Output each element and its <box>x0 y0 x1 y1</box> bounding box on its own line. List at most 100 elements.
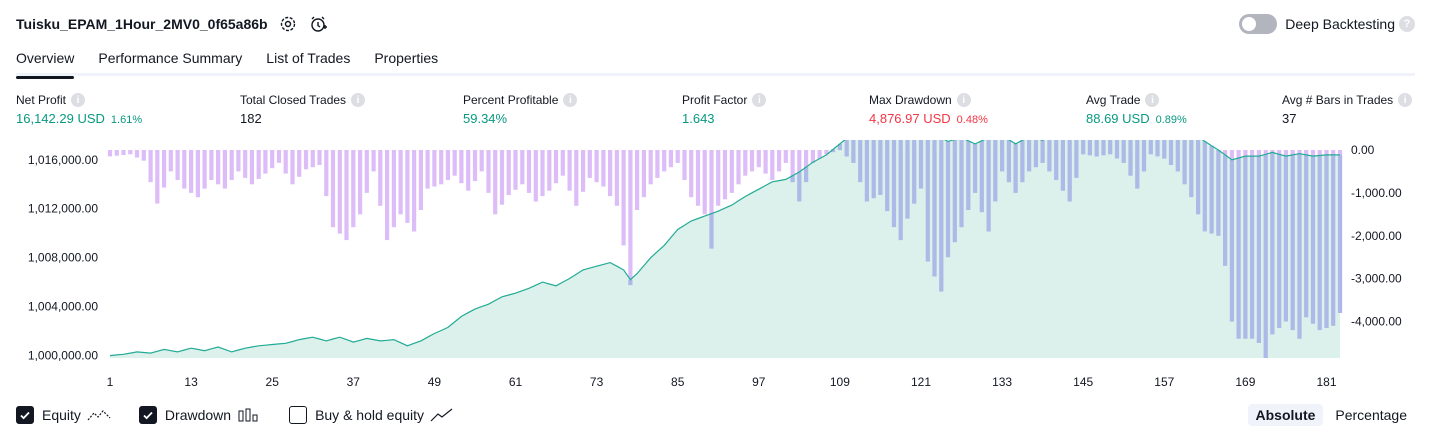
drawdown-bar <box>249 150 254 185</box>
drawdown-bar <box>560 150 565 176</box>
drawdown-bar <box>662 150 667 172</box>
drawdown-bar-overlap <box>1175 140 1180 172</box>
info-icon[interactable]: i <box>71 93 86 107</box>
settings-gear-icon[interactable] <box>278 14 298 34</box>
drawdown-bar <box>777 150 782 172</box>
drawdown-bar-overlap <box>1270 152 1275 335</box>
value-mode-toggle: Absolute Percentage <box>1244 404 1416 426</box>
drawdown-bar-overlap <box>844 140 849 157</box>
drawdown-bar <box>567 150 572 191</box>
tab-properties[interactable]: Properties <box>374 50 439 66</box>
drawdown-bar <box>364 150 369 193</box>
drawdown-bar <box>202 150 207 189</box>
tab-list-of-trades[interactable]: List of Trades <box>266 50 351 66</box>
info-icon[interactable]: i <box>351 93 366 107</box>
drawdown-bar <box>391 150 396 228</box>
equity-line-icon <box>87 410 111 421</box>
drawdown-bar-overlap <box>1243 156 1248 339</box>
drawdown-bar-overlap <box>932 140 937 277</box>
metric-label: Profit Factor <box>682 93 748 107</box>
drawdown-bar-overlap <box>1256 156 1261 343</box>
info-icon[interactable]: i <box>956 93 971 107</box>
buy-hold-checkbox[interactable]: Buy & hold equity <box>289 406 454 424</box>
drawdown-bar <box>243 150 248 178</box>
help-icon[interactable]: ? <box>1399 16 1415 32</box>
drawdown-bar <box>614 150 619 206</box>
info-icon[interactable]: i <box>563 93 578 107</box>
drawdown-bar <box>682 150 687 180</box>
drawdown-bar <box>182 150 187 189</box>
deep-backtesting-toggle[interactable] <box>1239 14 1278 34</box>
checkbox-checked[interactable] <box>16 406 34 424</box>
equity-tick-label: 1,000,000.00 <box>28 349 98 363</box>
drawdown-bar <box>635 150 640 210</box>
x-tick-label: 121 <box>911 375 931 389</box>
drawdown-bar-overlap <box>864 140 869 202</box>
drawdown-bar <box>709 150 714 249</box>
metric-avg-trade: Avg Trade i 88.69 USD 0.89% <box>1086 93 1187 126</box>
metric-value: 37 <box>1282 111 1297 126</box>
drawdown-bar <box>405 150 410 223</box>
drawdown-bar-overlap <box>952 140 957 243</box>
metric-value: 16,142.29 USD <box>16 111 105 126</box>
drawdown-tick-label: -2,000.00 <box>1351 229 1402 243</box>
equity-checkbox[interactable]: Equity <box>16 406 111 424</box>
drawdown-bar-overlap <box>1196 140 1201 215</box>
drawdown-bar <box>155 150 160 204</box>
drawdown-bar <box>486 150 491 193</box>
drawdown-bar-overlap <box>1060 140 1065 191</box>
drawdown-bar-overlap <box>1128 140 1133 176</box>
metric-value: 4,876.97 USD <box>869 111 951 126</box>
drawdown-bar <box>621 150 626 246</box>
tab-overview[interactable]: Overview <box>16 44 75 79</box>
percentage-button[interactable]: Percentage <box>1335 407 1407 423</box>
metrics-row: Net Profit i 16,142.29 USD 1.61% Total Clo… <box>16 93 1417 129</box>
drawdown-bar <box>189 150 194 193</box>
checkbox-unchecked[interactable] <box>289 406 308 424</box>
drawdown-bar <box>736 150 741 185</box>
drawdown-bar <box>729 150 734 193</box>
header: Tuisku_EPAM_1Hour_2MV0_0f65a86b Deep Bac… <box>16 12 1415 36</box>
equity-tick-label: 1,016,000.00 <box>28 153 98 167</box>
drawdown-bar-overlap <box>1135 140 1140 189</box>
x-tick-label: 169 <box>1235 375 1255 389</box>
metric-profit-factor: Profit Factor i 1.643 <box>682 93 767 126</box>
drawdown-bar <box>459 150 464 184</box>
absolute-button[interactable]: Absolute <box>1247 404 1324 426</box>
drawdown-tick-label: -3,000.00 <box>1351 272 1402 286</box>
drawdown-bar <box>256 150 261 179</box>
drawdown-checkbox[interactable]: Drawdown <box>138 406 261 424</box>
equity-area <box>110 140 1340 358</box>
drawdown-bar-overlap <box>1277 154 1282 328</box>
drawdown-bar-overlap <box>1081 140 1086 155</box>
x-tick-label: 133 <box>992 375 1012 389</box>
metric-max-drawdown: Max Drawdown i 4,876.97 USD 0.48% <box>869 93 988 126</box>
drawdown-tick-label: -1,000.00 <box>1351 186 1402 200</box>
drawdown-bar <box>581 150 586 192</box>
drawdown-bar <box>412 150 417 232</box>
drawdown-bar-overlap <box>912 140 917 204</box>
add-alert-clock-icon[interactable] <box>308 14 328 34</box>
info-icon[interactable]: i <box>752 93 767 107</box>
drawdown-bar-overlap <box>871 140 876 199</box>
checkbox-checked[interactable] <box>138 406 157 424</box>
drawdown-bar <box>749 150 755 172</box>
tab-performance-summary[interactable]: Performance Summary <box>98 50 243 66</box>
drawdown-bar-overlap <box>851 140 856 163</box>
drawdown-bar <box>303 150 309 170</box>
deep-backtesting-label: Deep Backtesting <box>1285 16 1395 32</box>
equity-drawdown-chart[interactable]: 1,000,000.00 1,004,000.00 1,008,000.00 1,01… <box>0 140 1431 398</box>
drawdown-bar-overlap <box>709 213 714 249</box>
equity-label: Equity <box>42 407 81 423</box>
drawdown-bar <box>743 150 748 176</box>
drawdown-bar <box>283 150 288 174</box>
drawdown-bar-overlap <box>1101 140 1106 156</box>
drawdown-bar <box>358 150 363 215</box>
drawdown-bar <box>351 150 356 228</box>
drawdown-bar-overlap <box>1209 145 1214 234</box>
drawdown-bar <box>479 150 484 172</box>
info-icon[interactable]: i <box>1145 93 1160 107</box>
info-icon[interactable]: i <box>1398 93 1413 107</box>
drawdown-bar <box>378 150 383 206</box>
drawdown-bar <box>236 150 241 172</box>
